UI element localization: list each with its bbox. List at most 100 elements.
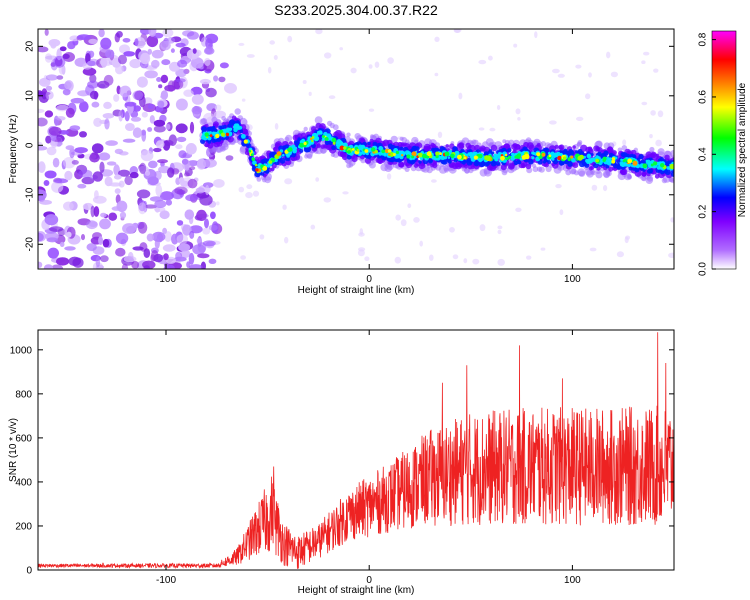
noise-blob [155,184,163,197]
ridge-blob [572,145,576,149]
noise-blob [359,228,364,235]
ridge-blob [495,161,501,166]
noise-blob [526,255,532,260]
noise-blob [141,111,148,118]
noise-blob [350,67,357,74]
ridge-peak [324,137,329,141]
ridge-blob [365,152,369,156]
ridge-peak [309,137,313,141]
noise-blob [557,73,565,78]
ridge-blob [576,141,582,147]
ridge-peak [517,153,521,158]
y-tick-label: 400 [15,477,32,488]
noise-blob [394,256,401,264]
noise-blob [114,174,122,180]
noise-blob [282,204,287,210]
noise-blob [43,264,54,269]
ridge-blob [265,169,270,174]
noise-blob [160,40,171,51]
noise-blob [91,101,100,108]
ridge-blob [517,160,522,165]
noise-blob [132,127,142,138]
ridge-blob [512,143,518,149]
noise-blob [174,186,188,195]
ridge-blob [390,135,398,143]
noise-blob [118,110,123,122]
noise-blob [192,48,197,54]
noise-blob [147,103,155,109]
noise-blob [122,38,131,43]
noise-blob [43,180,50,186]
noise-blob [108,212,118,221]
noise-blob [104,176,113,187]
ridge-peak [225,132,230,137]
ridge-blob [346,154,352,160]
ridge-blob [628,166,633,171]
noise-blob [187,178,198,189]
ridge-peak [484,155,490,161]
noise-blob [133,105,141,112]
noise-blob [208,224,218,231]
ridge-peak [248,150,252,153]
noise-blob [114,148,124,155]
noise-blob [59,46,67,52]
noise-blob [357,249,365,257]
ridge-blob [579,161,585,168]
noise-blob [99,218,111,230]
noise-blob [395,214,402,221]
ridge-peak [514,155,518,159]
noise-blob [71,160,79,165]
noise-blob [144,70,158,79]
ridge-blob [289,141,293,145]
ridge-peak [243,139,248,144]
ridge-blob [528,158,534,165]
ridge-blob [645,159,648,163]
noise-blob [115,247,126,257]
noise-blob [79,131,87,138]
ridge-blob [545,165,552,173]
ridge-peak [204,132,209,137]
noise-blob [259,234,265,240]
noise-blob [44,170,57,179]
noise-blob [118,54,127,65]
noise-blob [146,35,159,48]
ridge-blob [494,157,499,162]
noise-blob [175,123,188,134]
y-tick-label: 0 [26,566,32,577]
noise-blob [197,253,210,259]
ridge-blob [299,148,304,153]
noise-blob [39,199,52,205]
noise-blob [218,76,226,83]
noise-blob [102,113,115,119]
ridge-blob [297,137,301,141]
ridge-blob [270,167,275,172]
ridge-blob [466,149,470,153]
ridge-peak [262,165,268,171]
noise-blob [478,127,485,131]
colorbar-tick-label: 0.8 [698,32,709,46]
ridge-peak [356,148,360,152]
ridge-blob [554,144,559,149]
noise-blob [653,68,659,73]
ridge-blob [502,139,507,144]
noise-blob [643,51,650,56]
noise-blob [650,110,656,116]
colorbar-tick-label: 0.2 [698,204,709,218]
noise-blob [205,185,210,196]
ridge-blob [245,135,249,139]
noise-blob [56,104,69,112]
noise-blob [89,90,99,100]
ridge-blob [285,134,293,142]
ridge-peak [457,154,462,160]
noise-blob [407,203,412,208]
ridge-blob [577,168,586,177]
ridge-blob [399,146,404,151]
ridge-blob [595,146,600,151]
noise-blob [225,155,234,161]
ridge-blob [473,160,480,167]
ridge-peak [504,153,508,157]
ridge-blob [233,127,238,133]
y-tick-label: 200 [15,521,32,532]
ridge-peak [260,164,264,168]
